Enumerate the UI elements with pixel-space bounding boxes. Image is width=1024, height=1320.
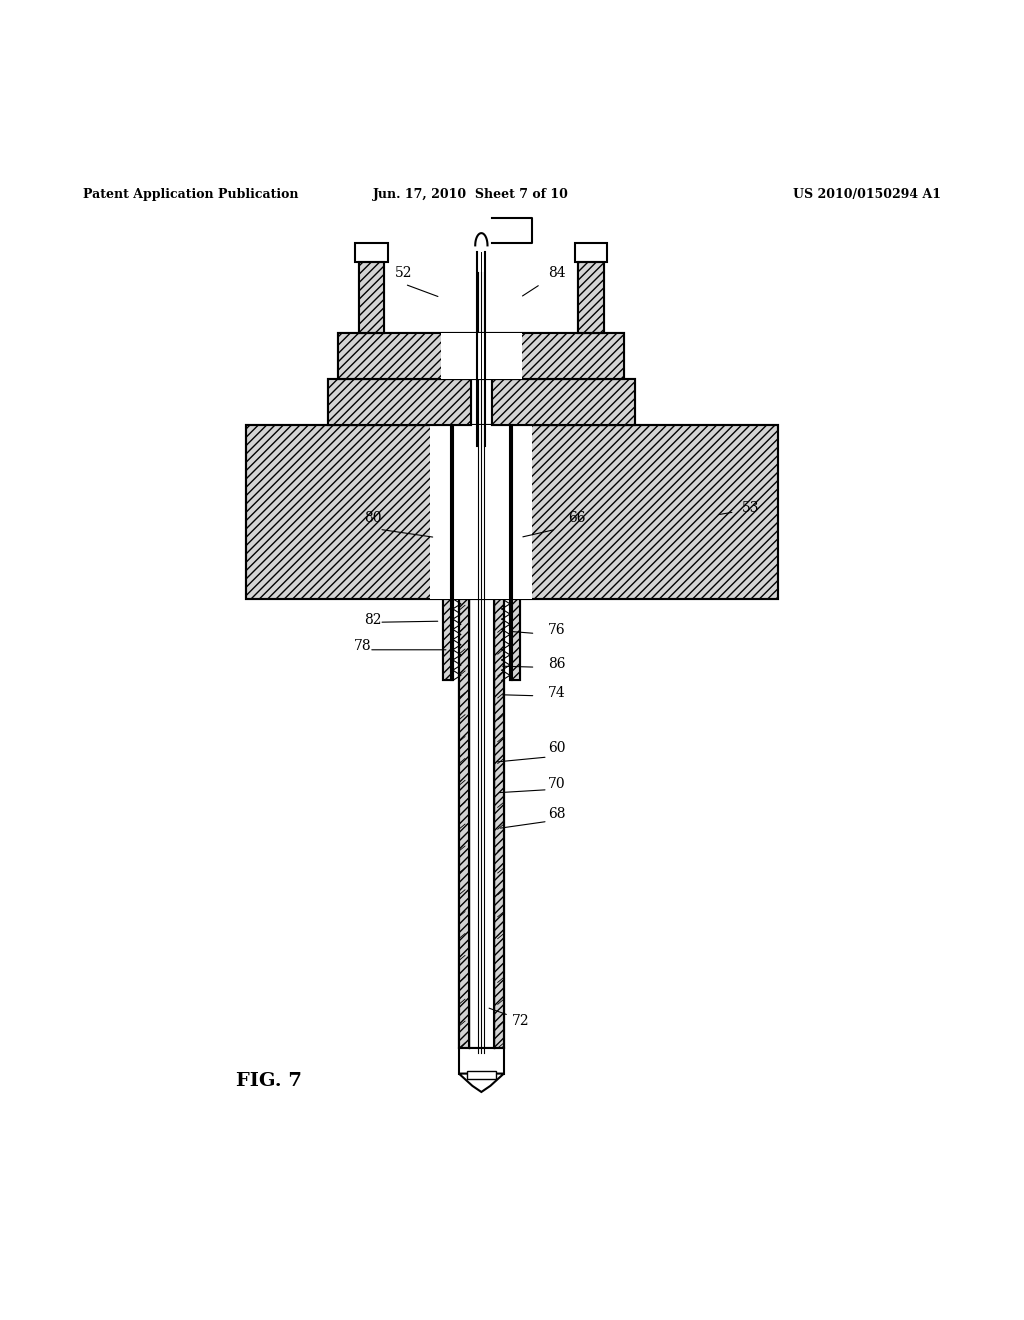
- Text: 82: 82: [364, 614, 381, 627]
- Bar: [579, 261, 604, 333]
- Text: 72: 72: [512, 1014, 529, 1027]
- Text: 60: 60: [548, 741, 565, 755]
- Text: 84: 84: [548, 267, 565, 280]
- Bar: [492, 379, 635, 425]
- Bar: [358, 261, 384, 333]
- Bar: [492, 379, 635, 425]
- Text: Jun. 17, 2010  Sheet 7 of 10: Jun. 17, 2010 Sheet 7 of 10: [373, 189, 569, 201]
- Polygon shape: [459, 1073, 504, 1092]
- Bar: [459, 436, 504, 1048]
- Bar: [247, 425, 777, 599]
- Text: 86: 86: [548, 657, 565, 671]
- Bar: [442, 496, 453, 680]
- Bar: [440, 333, 522, 379]
- Bar: [355, 243, 388, 261]
- Text: 53: 53: [741, 500, 759, 515]
- Bar: [328, 379, 471, 425]
- Bar: [510, 496, 520, 680]
- Text: 78: 78: [353, 639, 372, 653]
- Text: 76: 76: [548, 623, 565, 638]
- Bar: [358, 261, 384, 333]
- Bar: [574, 243, 607, 261]
- Bar: [510, 496, 520, 680]
- Bar: [510, 496, 520, 680]
- Bar: [492, 379, 635, 425]
- Bar: [328, 379, 471, 425]
- Bar: [328, 379, 471, 425]
- Bar: [579, 261, 604, 333]
- Bar: [494, 436, 504, 1048]
- Bar: [338, 333, 625, 379]
- Bar: [338, 333, 625, 379]
- Bar: [430, 425, 532, 599]
- Text: 52: 52: [394, 267, 412, 280]
- Bar: [442, 496, 453, 680]
- Text: 74: 74: [548, 686, 565, 700]
- Bar: [459, 436, 469, 1048]
- Text: Patent Application Publication: Patent Application Publication: [83, 189, 299, 201]
- Bar: [459, 1048, 504, 1073]
- Text: 66: 66: [568, 511, 586, 525]
- Text: 70: 70: [548, 776, 565, 791]
- Bar: [442, 496, 453, 680]
- Bar: [358, 261, 384, 333]
- Bar: [494, 436, 504, 1048]
- Text: FIG. 7: FIG. 7: [237, 1072, 302, 1090]
- Text: US 2010/0150294 A1: US 2010/0150294 A1: [793, 189, 941, 201]
- Bar: [467, 1071, 496, 1078]
- Bar: [459, 436, 469, 1048]
- Bar: [579, 261, 604, 333]
- Bar: [247, 425, 777, 599]
- Text: 80: 80: [364, 511, 381, 525]
- Text: 68: 68: [548, 808, 565, 821]
- Bar: [338, 333, 625, 379]
